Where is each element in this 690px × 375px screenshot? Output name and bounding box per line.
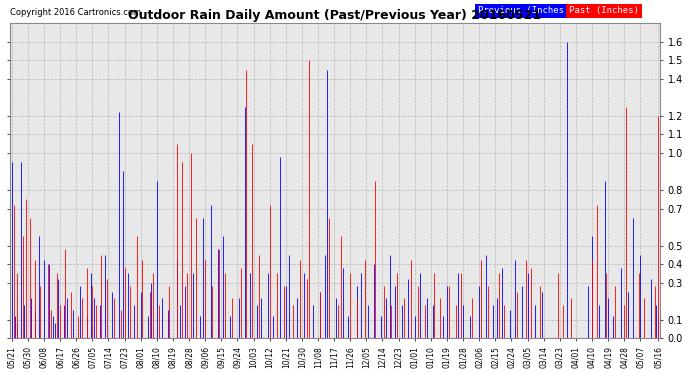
Text: Previous (Inches): Previous (Inches) xyxy=(478,6,569,15)
Text: Copyright 2016 Cartronics.com: Copyright 2016 Cartronics.com xyxy=(10,8,141,17)
Text: Past (Inches): Past (Inches) xyxy=(569,6,639,15)
Title: Outdoor Rain Daily Amount (Past/Previous Year) 20160521: Outdoor Rain Daily Amount (Past/Previous… xyxy=(128,9,542,22)
